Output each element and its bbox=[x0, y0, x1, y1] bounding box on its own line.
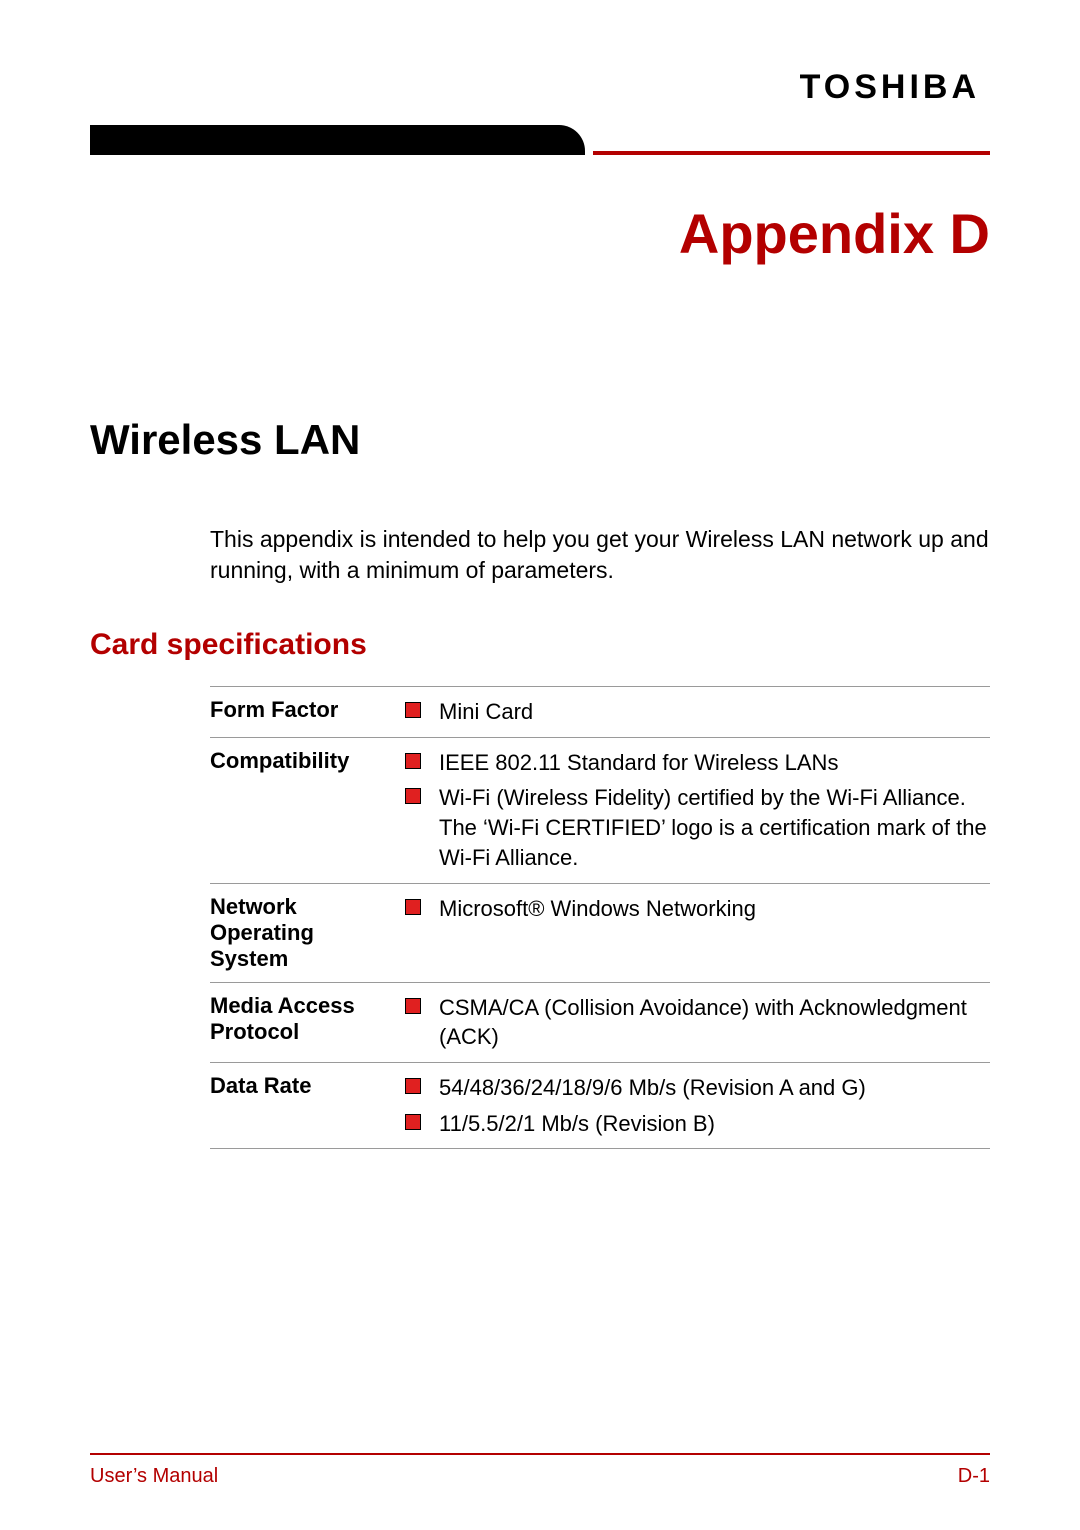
bullet-square-icon bbox=[405, 753, 421, 769]
footer-left: User’s Manual bbox=[90, 1465, 218, 1488]
spec-label: Data Rate bbox=[210, 1062, 405, 1148]
header-divider-red bbox=[593, 151, 990, 155]
spec-label: Form Factor bbox=[210, 687, 405, 738]
table-row: Data Rate 54/48/36/24/18/9/6 Mb/s (Revisi… bbox=[210, 1062, 990, 1148]
footer-right: D-1 bbox=[958, 1465, 990, 1488]
bullet-square-icon bbox=[405, 702, 421, 718]
header-band: TOSHIBA bbox=[90, 68, 990, 155]
spec-value-cell: Microsoft® Windows Networking bbox=[405, 883, 990, 982]
bullet-text: IEEE 802.11 Standard for Wireless LANs bbox=[439, 748, 990, 778]
page-root: TOSHIBA Appendix D Wireless LAN This app… bbox=[0, 0, 1080, 1530]
page-footer: User’s Manual D-1 bbox=[90, 1453, 990, 1488]
table-row: Media Access Protocol CSMA/CA (Collision … bbox=[210, 982, 990, 1062]
bullet-square-icon bbox=[405, 1078, 421, 1094]
spec-value-cell: IEEE 802.11 Standard for Wireless LANs Wi… bbox=[405, 737, 990, 883]
brand-logo: TOSHIBA bbox=[800, 68, 980, 106]
spec-value-cell: CSMA/CA (Collision Avoidance) with Ackno… bbox=[405, 982, 990, 1062]
spec-label: Network Operating System bbox=[210, 883, 405, 982]
intro-paragraph: This appendix is intended to help you ge… bbox=[90, 524, 990, 586]
subsection-title: Card specifications bbox=[90, 628, 990, 662]
header-divider-black bbox=[90, 125, 585, 155]
table-row: CompatibilityIEEE 802.11 Standard for Wi… bbox=[210, 737, 990, 883]
logo-row: TOSHIBA bbox=[90, 68, 990, 107]
bullet-square-icon bbox=[405, 1114, 421, 1130]
table-row: Form Factor Mini Card bbox=[210, 687, 990, 738]
footer-row: User’s Manual D-1 bbox=[90, 1465, 990, 1488]
bullet-square-icon bbox=[405, 788, 421, 804]
table-row: Network Operating System Microsoft® Windo… bbox=[210, 883, 990, 982]
list-item: Wi-Fi (Wireless Fidelity) certified by t… bbox=[405, 783, 990, 872]
footer-rule bbox=[90, 1453, 990, 1455]
list-item: CSMA/CA (Collision Avoidance) with Ackno… bbox=[405, 993, 990, 1052]
bullet-text: Mini Card bbox=[439, 697, 990, 727]
list-item: 54/48/36/24/18/9/6 Mb/s (Revision A and … bbox=[405, 1073, 990, 1103]
bullet-square-icon bbox=[405, 998, 421, 1014]
spec-bullet-list: 54/48/36/24/18/9/6 Mb/s (Revision A and … bbox=[405, 1073, 990, 1138]
bullet-text: 54/48/36/24/18/9/6 Mb/s (Revision A and … bbox=[439, 1073, 990, 1103]
section-title: Wireless LAN bbox=[90, 416, 990, 464]
bullet-text: CSMA/CA (Collision Avoidance) with Ackno… bbox=[439, 993, 990, 1052]
list-item: 11/5.5/2/1 Mb/s (Revision B) bbox=[405, 1109, 990, 1139]
header-divider bbox=[90, 125, 990, 155]
spec-value-cell: 54/48/36/24/18/9/6 Mb/s (Revision A and … bbox=[405, 1062, 990, 1148]
bullet-text: 11/5.5/2/1 Mb/s (Revision B) bbox=[439, 1109, 990, 1139]
spec-bullet-list: Microsoft® Windows Networking bbox=[405, 894, 990, 924]
spec-bullet-list: CSMA/CA (Collision Avoidance) with Ackno… bbox=[405, 993, 990, 1052]
bullet-text: Wi-Fi (Wireless Fidelity) certified by t… bbox=[439, 783, 990, 872]
list-item: Microsoft® Windows Networking bbox=[405, 894, 990, 924]
header-divider-gap bbox=[585, 125, 593, 155]
spec-label: Media Access Protocol bbox=[210, 982, 405, 1062]
spec-bullet-list: IEEE 802.11 Standard for Wireless LANs Wi… bbox=[405, 748, 990, 873]
spec-table: Form FactorMini CardCompatibilityIEEE 80… bbox=[210, 686, 990, 1149]
spec-label: Compatibility bbox=[210, 737, 405, 883]
list-item: Mini Card bbox=[405, 697, 990, 727]
appendix-title: Appendix D bbox=[90, 201, 990, 266]
spec-bullet-list: Mini Card bbox=[405, 697, 990, 727]
bullet-text: Microsoft® Windows Networking bbox=[439, 894, 990, 924]
bullet-square-icon bbox=[405, 899, 421, 915]
spec-value-cell: Mini Card bbox=[405, 687, 990, 738]
list-item: IEEE 802.11 Standard for Wireless LANs bbox=[405, 748, 990, 778]
